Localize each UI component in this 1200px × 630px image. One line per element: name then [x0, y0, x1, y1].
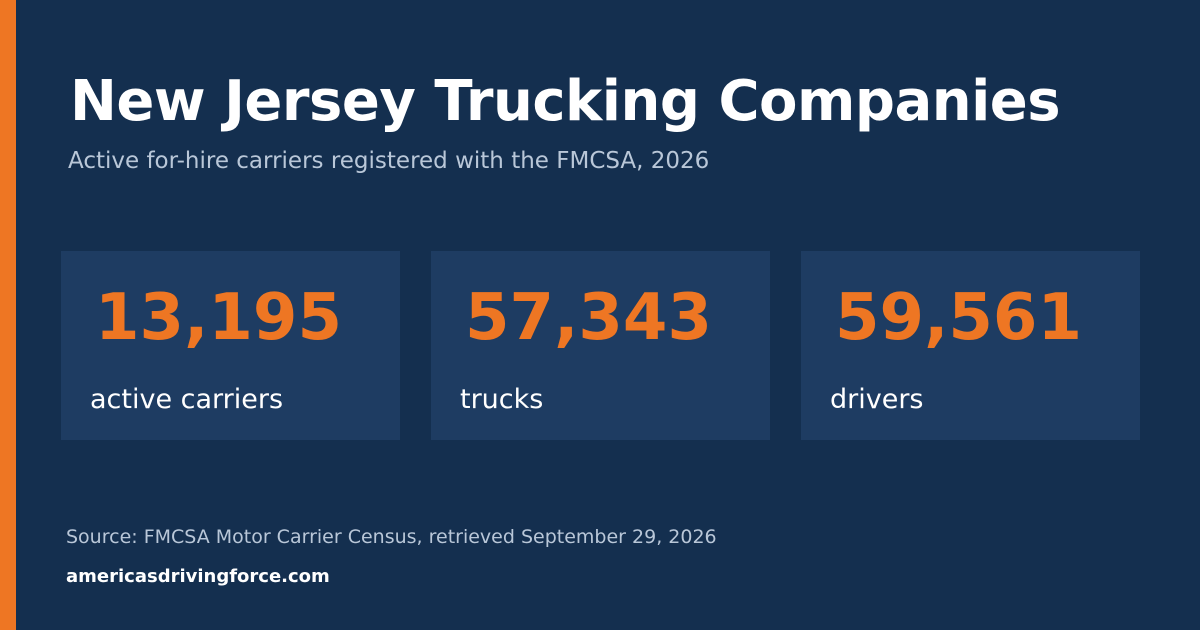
stat-tile-drivers: 59,561 drivers	[801, 251, 1140, 440]
stats-row: 13,195 active carriers 57,343 trucks 59,…	[61, 251, 1141, 440]
stat-value-carriers: 13,195	[95, 281, 342, 355]
stat-value-trucks: 57,343	[465, 281, 712, 355]
accent-bar	[0, 0, 16, 630]
stat-label-drivers: drivers	[830, 384, 924, 415]
stat-value-drivers: 59,561	[835, 281, 1082, 355]
page-subtitle: Active for-hire carriers registered with…	[68, 148, 710, 174]
stat-tile-carriers: 13,195 active carriers	[61, 251, 400, 440]
stat-label-trucks: trucks	[460, 384, 544, 415]
stat-tile-trucks: 57,343 trucks	[431, 251, 770, 440]
stat-label-carriers: active carriers	[90, 384, 284, 415]
page-title: New Jersey Trucking Companies	[70, 69, 1061, 134]
source-note: Source: FMCSA Motor Carrier Census, retr…	[66, 526, 717, 548]
site-link[interactable]: americasdrivingforce.com	[66, 566, 330, 587]
